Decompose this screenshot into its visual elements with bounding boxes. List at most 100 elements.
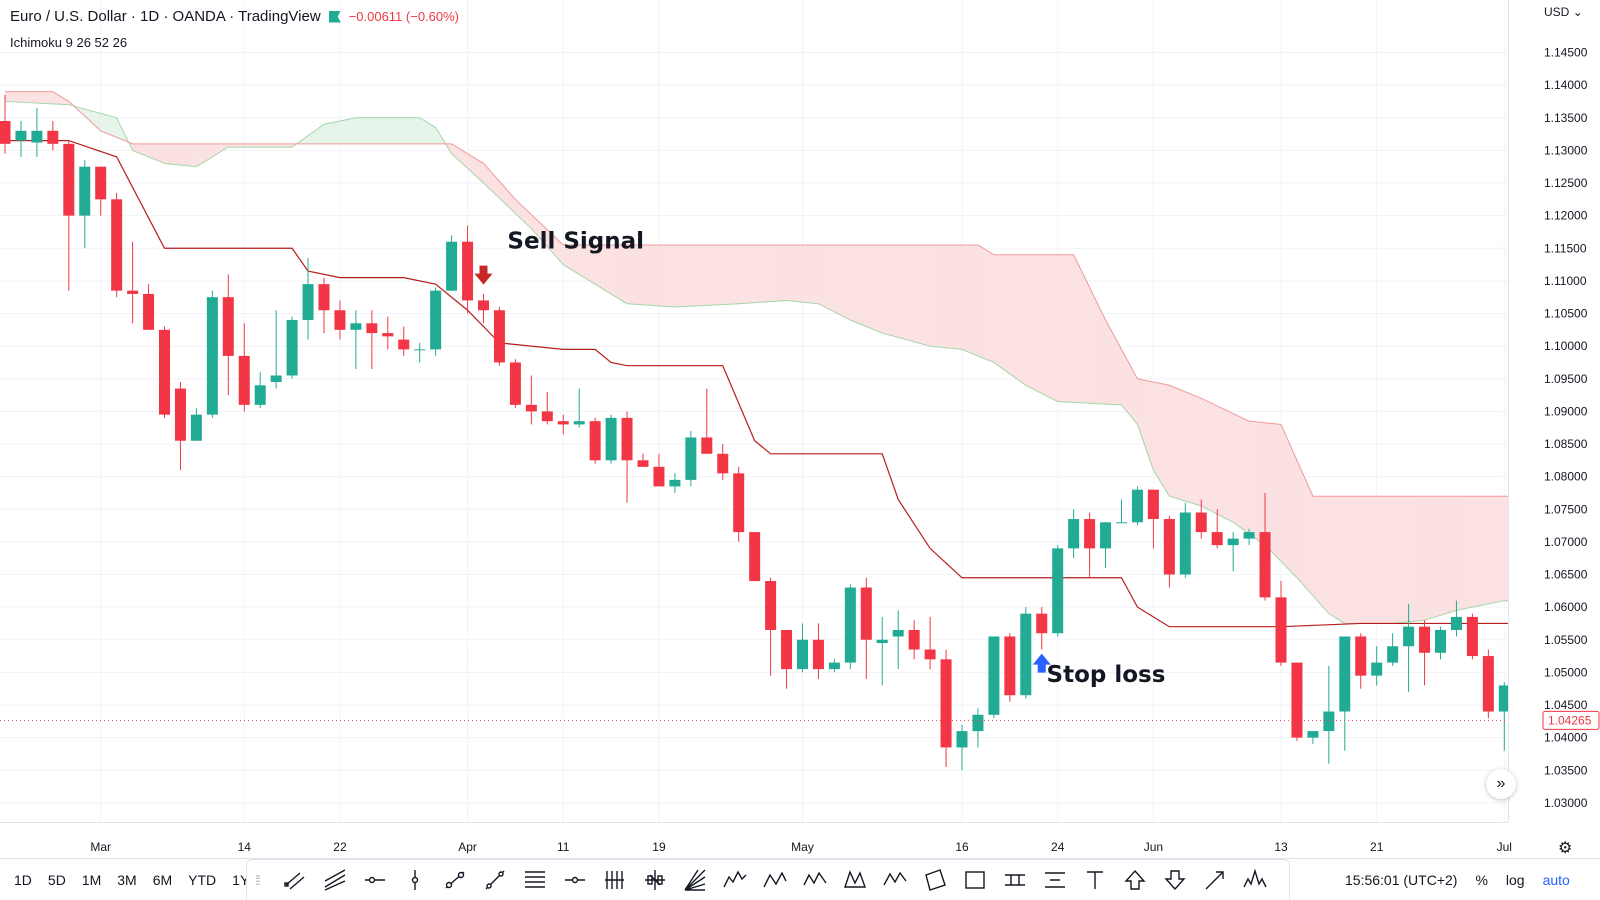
- symbol-title[interactable]: Euro / U.S. Dollar · 1D · OANDA · Tradin…: [10, 8, 321, 25]
- horizontal-line-tool[interactable]: [555, 863, 595, 897]
- timeframe-ytd[interactable]: YTD: [188, 872, 217, 888]
- horizontal-line-icon: [565, 876, 585, 884]
- timeframe-1y[interactable]: 1Y: [232, 872, 250, 888]
- trend-line-tool[interactable]: [475, 863, 515, 897]
- rectangle-tool[interactable]: [955, 863, 995, 897]
- clock[interactable]: 15:56:01 (UTC+2): [1345, 872, 1458, 888]
- abc-pattern-tool[interactable]: [755, 863, 795, 897]
- horizontal-ray-tool[interactable]: [355, 863, 395, 897]
- wxy-pattern-tool[interactable]: [875, 863, 915, 897]
- timeframe-1d[interactable]: 1D: [14, 872, 32, 888]
- price-tick-label: 1.14500: [1544, 46, 1588, 60]
- cloud-segment: [1049, 254, 1054, 400]
- candle: [573, 388, 585, 428]
- auto-scale-toggle[interactable]: auto: [1542, 872, 1570, 888]
- arrow-marker-icon: [1205, 871, 1224, 890]
- cloud-segment: [615, 244, 620, 299]
- cloud-segment: [132, 143, 137, 153]
- candle: [765, 577, 777, 676]
- cloud-segment: [1001, 254, 1006, 372]
- candle-body: [637, 460, 649, 467]
- scroll-to-realtime-button[interactable]: »: [1486, 769, 1516, 799]
- cloud-segment: [770, 244, 775, 302]
- stop-arrow-up-icon: [1032, 653, 1051, 673]
- candle-body: [95, 166, 107, 200]
- elliott-impulse-tool[interactable]: [715, 863, 755, 897]
- candle: [238, 323, 250, 412]
- price-range-tool[interactable]: [1035, 863, 1075, 897]
- cloud-segment: [814, 244, 819, 304]
- arrow-down-tool[interactable]: [1155, 863, 1195, 897]
- vertical-line-tool[interactable]: [395, 863, 435, 897]
- cloud-segment: [758, 244, 763, 303]
- candle: [127, 241, 139, 324]
- log-toggle[interactable]: log: [1505, 872, 1525, 888]
- cloud-segment: [1492, 496, 1497, 604]
- candle-body: [525, 404, 537, 412]
- head-shoulders-tool[interactable]: [1235, 863, 1275, 897]
- drag-handle-icon[interactable]: ⁞⁞: [255, 872, 261, 888]
- flag-icon[interactable]: [328, 10, 341, 23]
- trend-angle-tool[interactable]: [435, 863, 475, 897]
- regression-trend-tool[interactable]: [315, 863, 355, 897]
- gann-fan-tool[interactable]: [675, 863, 715, 897]
- cloud-segment: [997, 254, 1002, 369]
- percent-toggle[interactable]: %: [1475, 872, 1488, 888]
- cloud-segment: [1249, 421, 1254, 537]
- candle: [1131, 486, 1143, 526]
- timeframe-3m[interactable]: 3M: [117, 872, 137, 888]
- cloud-segment: [168, 143, 173, 165]
- candle-body: [446, 241, 458, 291]
- cloud-segment: [148, 143, 153, 159]
- timeframe-5d[interactable]: 5D: [47, 872, 66, 888]
- cloud-segment: [1484, 496, 1489, 605]
- cloud-segment: [1141, 379, 1146, 448]
- parallel-channel-tool[interactable]: [275, 863, 315, 897]
- arrow-up-tool[interactable]: [1115, 863, 1155, 897]
- triangle-pattern-tool[interactable]: [835, 863, 875, 897]
- date-range-tool[interactable]: [995, 863, 1035, 897]
- timeframe-1m[interactable]: 1M: [81, 872, 102, 888]
- timeframe-6m[interactable]: 6M: [152, 872, 173, 888]
- candle-body: [1323, 711, 1335, 732]
- candle: [1371, 646, 1383, 686]
- candle: [430, 287, 442, 356]
- rotated-rectangle-tool[interactable]: [915, 863, 955, 897]
- cloud-segment: [782, 244, 787, 301]
- candle-body: [1403, 626, 1415, 647]
- cloud-segment: [1308, 487, 1313, 596]
- cloud-segment: [718, 244, 723, 305]
- xabcd-pattern-tool[interactable]: [795, 863, 835, 897]
- text-tool[interactable]: [1075, 863, 1115, 897]
- cloud-segment: [1085, 279, 1090, 404]
- cloud-segment: [1448, 496, 1453, 613]
- pitchfork-tool[interactable]: [595, 863, 635, 897]
- cloud-segment: [866, 244, 871, 329]
- candle-body: [717, 453, 729, 474]
- cloud-segment: [543, 225, 548, 247]
- gear-icon[interactable]: ⚙: [1558, 840, 1573, 857]
- cloud-segment: [1057, 254, 1062, 402]
- cloud-segment: [870, 244, 875, 330]
- arrow-marker-tool[interactable]: [1195, 863, 1235, 897]
- cloud-segment: [252, 143, 257, 148]
- currency-selector[interactable]: USD ⌄: [1544, 5, 1583, 19]
- fib-retracement-tool[interactable]: [515, 863, 555, 897]
- candle: [462, 225, 474, 314]
- time-tick-label: Jul: [1497, 840, 1512, 854]
- cloud-segment: [766, 244, 771, 302]
- double-chevron-right-icon: »: [1496, 775, 1506, 792]
- candle-body: [111, 199, 123, 291]
- candle-body: [621, 417, 633, 461]
- cloud-segment: [786, 244, 791, 301]
- cloud-segment: [1304, 478, 1309, 592]
- candle-body: [286, 320, 298, 376]
- crossline-tool[interactable]: [635, 863, 675, 897]
- cloud-segment: [794, 244, 799, 302]
- cloud-segment: [1356, 496, 1361, 624]
- indicator-legend[interactable]: Ichimoku 9 26 52 26: [10, 35, 128, 50]
- text-icon: [1087, 871, 1103, 889]
- annotation-label: Sell Signal: [507, 228, 644, 254]
